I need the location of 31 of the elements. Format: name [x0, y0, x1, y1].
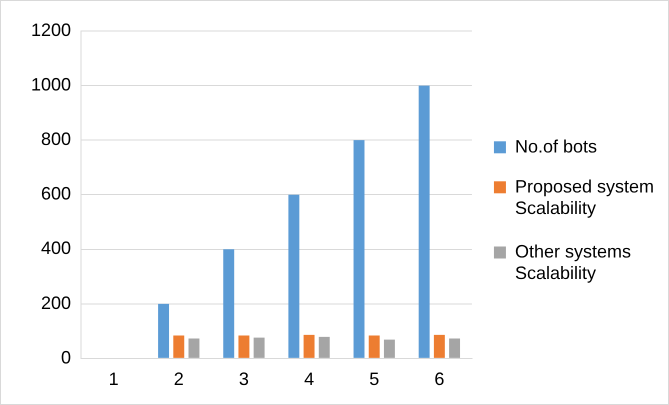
- bar: [434, 334, 445, 358]
- bar: [288, 194, 300, 358]
- y-tick-label: 1200: [30, 20, 72, 40]
- bar: [188, 338, 200, 358]
- bar: [318, 336, 330, 358]
- bar: [368, 335, 380, 358]
- bar: [238, 335, 250, 358]
- y-tick-label: 200: [40, 292, 72, 313]
- x-tick-label: 6: [434, 369, 444, 390]
- bar: [158, 304, 170, 358]
- y-tick-label: 0: [61, 347, 72, 368]
- bar: [254, 338, 265, 358]
- x-tick-label: 1: [108, 369, 119, 390]
- y-tick-label: 400: [40, 238, 72, 258]
- y-tick-label: 600: [40, 184, 72, 204]
- x-tick-label: 2: [174, 369, 184, 390]
- bar: [354, 140, 364, 358]
- bar: [304, 334, 315, 358]
- y-tick-label: 800: [40, 129, 72, 150]
- bar: [384, 340, 395, 358]
- bar: [223, 249, 234, 358]
- bar: [173, 335, 184, 358]
- bar: [449, 338, 460, 358]
- y-tick-label: 1000: [30, 74, 72, 95]
- bar: [418, 86, 430, 358]
- legend-label: Other systems Scalability: [514, 241, 631, 284]
- x-tick-label: 5: [369, 369, 380, 390]
- legend-label: Proposed system Scalability: [514, 176, 654, 218]
- x-tick-label: 3: [238, 369, 249, 390]
- legend-label: No.of bots: [514, 136, 597, 156]
- x-tick-label: 4: [304, 369, 314, 390]
